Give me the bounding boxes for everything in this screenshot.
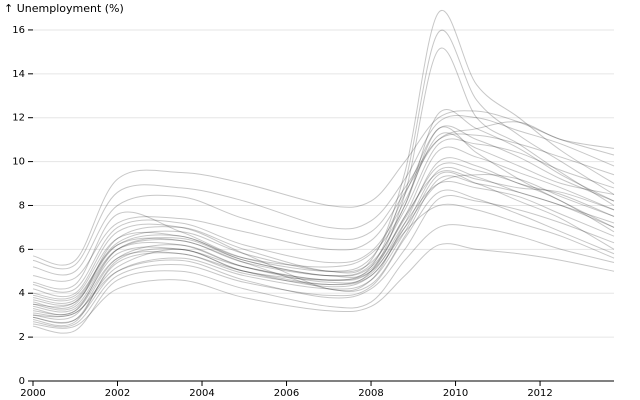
y-tick-label: 0 bbox=[19, 376, 25, 387]
x-tick: 2010 bbox=[443, 381, 468, 399]
x-tick-label: 2002 bbox=[105, 388, 130, 399]
series-lines bbox=[32, 9, 615, 334]
series-line bbox=[32, 138, 615, 304]
series-line bbox=[32, 29, 615, 316]
series-line bbox=[32, 203, 615, 316]
series-line bbox=[32, 175, 615, 302]
y-tick-label: 10 bbox=[12, 157, 25, 168]
series-line bbox=[32, 224, 615, 334]
series-line bbox=[32, 125, 615, 290]
series-line bbox=[32, 170, 615, 313]
series-line bbox=[32, 171, 615, 324]
x-tick-label: 2012 bbox=[527, 388, 552, 399]
x-tick-label: 2008 bbox=[358, 388, 383, 399]
x-tick-label: 2004 bbox=[189, 388, 214, 399]
y-axis-label: ↑ Unemployment (%) bbox=[4, 2, 124, 15]
series-line bbox=[32, 243, 615, 329]
y-tick-label: 8 bbox=[19, 200, 25, 211]
x-tick: 2006 bbox=[274, 381, 299, 399]
x-tick-label: 2010 bbox=[443, 388, 468, 399]
x-tick: 2002 bbox=[105, 381, 130, 399]
series-line bbox=[32, 133, 615, 276]
series-line bbox=[32, 110, 615, 266]
y-tick-label: 6 bbox=[19, 244, 25, 255]
x-tick: 2008 bbox=[358, 381, 384, 399]
y-tick-label: 12 bbox=[12, 113, 25, 124]
y-tick: 2 bbox=[19, 332, 614, 343]
y-tick: 4 bbox=[19, 288, 614, 299]
y-tick-label: 4 bbox=[19, 288, 25, 299]
series-line bbox=[32, 132, 615, 293]
series-line bbox=[32, 146, 615, 308]
x-tick: 2012 bbox=[527, 381, 553, 399]
y-tick-label: 16 bbox=[12, 25, 25, 36]
y-tick: 14 bbox=[12, 69, 614, 80]
y-axis: 0 2 4 6 8 10 12 14 16 bbox=[12, 25, 614, 387]
series-line bbox=[32, 189, 615, 328]
x-tick-label: 2006 bbox=[274, 388, 299, 399]
series-line bbox=[32, 126, 615, 311]
series-line bbox=[32, 121, 615, 282]
series-line bbox=[32, 9, 615, 309]
x-tick: 2004 bbox=[189, 381, 215, 399]
y-tick: 0 bbox=[19, 376, 33, 387]
series-line bbox=[32, 115, 615, 270]
x-axis: 2000 2002 2004 2006 2008 2010 2012 bbox=[20, 380, 614, 399]
y-tick: 10 bbox=[12, 157, 614, 168]
series-line bbox=[32, 180, 615, 324]
y-tick-label: 14 bbox=[12, 69, 25, 80]
x-tick-label: 2000 bbox=[20, 388, 45, 399]
y-tick: 16 bbox=[12, 25, 614, 36]
y-tick-label: 2 bbox=[19, 332, 25, 343]
x-tick: 2000 bbox=[20, 381, 46, 399]
series-line bbox=[32, 108, 615, 300]
y-tick: 12 bbox=[12, 113, 614, 124]
y-tick: 8 bbox=[19, 200, 614, 211]
